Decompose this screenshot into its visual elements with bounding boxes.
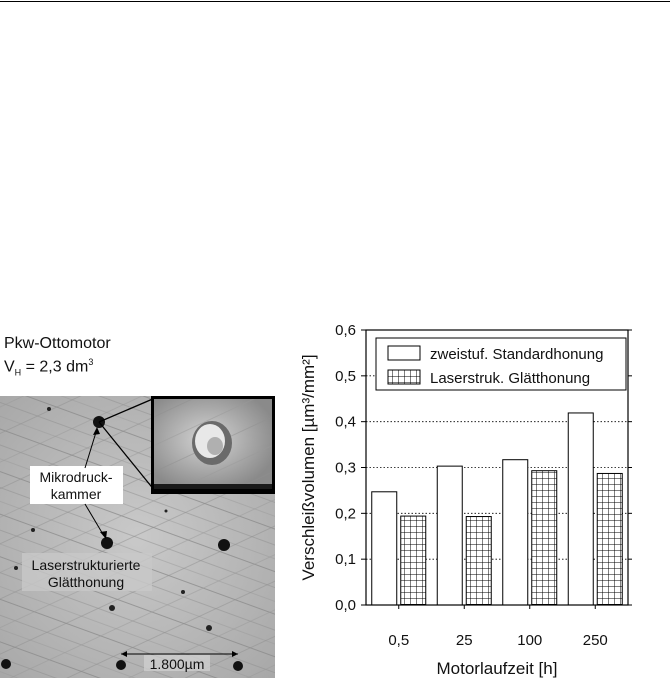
engine-title: Pkw-Ottomotor: [4, 335, 111, 352]
callout-laser-line1: Laserstrukturierte: [32, 557, 141, 573]
legend-swatch: [387, 345, 421, 361]
y-tick-label: 0,1: [335, 551, 356, 568]
pore-dot: [101, 537, 113, 549]
wear-volume-bar-chart: 0,5 25 100 250 0,0 0,1 0,2 0,3 0,4 0,5 0,6 Motorlau…: [299, 322, 632, 678]
x-tick-label: 0,5: [388, 632, 409, 649]
x-tick-label: 250: [583, 632, 608, 649]
bar-standardhonung: [502, 459, 529, 606]
callout-mikrodruck-line1: Mikrodruck-: [39, 469, 112, 485]
x-tick-label: 25: [456, 632, 473, 649]
pore-dot: [31, 528, 35, 532]
legend-label: Laserstruk. Glätthonung: [430, 370, 590, 387]
displacement-label: VH = 2,3 dm3: [4, 357, 94, 378]
sem-micrograph: Mikrodruck- kammer Laserstrukturierte Gl…: [0, 396, 275, 678]
pore-dot: [14, 566, 18, 570]
scale-bar-label: 1.800µm: [150, 656, 205, 672]
callout-laser-line2: Glätthonung: [48, 574, 124, 590]
pore-dot: [47, 407, 51, 411]
legend-label: zweistuf. Standardhonung: [430, 346, 603, 363]
x-axis-label: Motorlaufzeit [h]: [437, 659, 558, 678]
callout-mikrodruck-line2: kammer: [51, 486, 102, 502]
bar-glaetthonung: [400, 515, 427, 606]
legend-swatch: [387, 369, 421, 385]
y-tick-label: 0,5: [335, 368, 356, 385]
bar-glaetthonung: [531, 470, 558, 606]
pore-dot: [206, 625, 212, 631]
bar-standardhonung: [371, 491, 398, 606]
pore-dot: [1, 659, 11, 669]
bar-glaetthonung: [596, 472, 623, 606]
bar-glaetthonung: [465, 516, 492, 606]
bar-standardhonung: [436, 465, 463, 606]
pore-dot: [218, 539, 230, 551]
pore-dot: [181, 590, 185, 594]
pore-dot: [116, 660, 126, 670]
x-tick-label: 100: [517, 632, 542, 649]
pore-dot: [164, 509, 168, 513]
bar-standardhonung: [567, 412, 594, 606]
y-tick-label: 0,2: [335, 505, 356, 522]
engine-label: Pkw-Ottomotor VH = 2,3 dm3: [4, 334, 111, 383]
y-tick-label: 0,6: [335, 322, 356, 339]
y-tick-label: 0,0: [335, 597, 356, 614]
y-tick-label: 0,3: [335, 460, 356, 477]
scale-bar: 1.800µm: [121, 651, 238, 672]
top-rule: [0, 1, 670, 2]
pore-dot: [109, 605, 115, 611]
pore-dot: [233, 661, 243, 671]
y-axis-label: Verschleißvolumen [µm³/mm²]: [299, 354, 318, 580]
sem-inset: [151, 396, 275, 494]
y-tick-label: 0,4: [335, 414, 356, 431]
